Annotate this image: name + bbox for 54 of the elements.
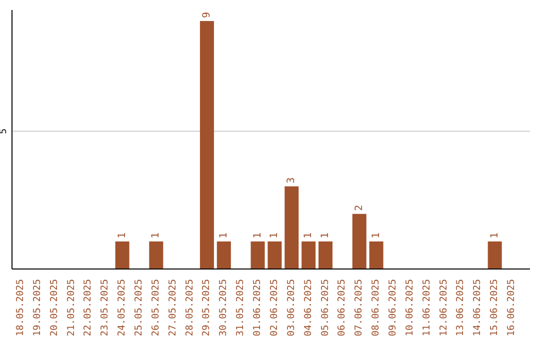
- x-tick-label: 15.06.2025: [489, 279, 500, 336]
- data-label: 1: [252, 232, 264, 238]
- bar: [369, 241, 384, 269]
- data-label: 1: [269, 232, 280, 238]
- x-tick-label: 29.05.2025: [201, 279, 212, 336]
- bar: [268, 241, 282, 269]
- x-tick-label: 20.05.2025: [48, 279, 60, 336]
- x-tick-label: 09.06.2025: [388, 279, 398, 336]
- data-label: 1: [320, 232, 331, 238]
- bar: [302, 241, 316, 269]
- x-tick-label: 14.06.2025: [472, 279, 484, 336]
- data-label: 1: [116, 232, 128, 238]
- data-label: 1: [370, 232, 382, 238]
- x-tick-label: 01.06.2025: [252, 279, 264, 336]
- x-tick-label: 05.06.2025: [320, 279, 331, 336]
- x-tick-label: 28.05.2025: [184, 279, 196, 336]
- bar: [149, 241, 164, 269]
- x-tick-label: 13.06.2025: [455, 279, 466, 336]
- bar: [250, 241, 265, 269]
- x-tick-label: 18.05.2025: [14, 279, 26, 336]
- x-tick-label: 25.05.2025: [134, 279, 144, 336]
- x-tick-label: 10.06.2025: [404, 279, 416, 336]
- x-tick-label: 16.06.2025: [506, 279, 518, 336]
- x-tick-label: 22.05.2025: [82, 279, 94, 336]
- data-label: 9: [201, 12, 212, 18]
- x-tick-label: 07.06.2025: [354, 279, 365, 336]
- bar: [216, 241, 231, 269]
- bar: [352, 214, 366, 269]
- bar: [284, 186, 299, 269]
- x-tick-label: 08.06.2025: [370, 279, 382, 336]
- x-tick-label: 06.06.2025: [336, 279, 348, 336]
- x-tick-label: 19.05.2025: [32, 279, 43, 336]
- bar: [115, 241, 130, 269]
- x-tick-label: 11.06.2025: [421, 279, 432, 336]
- x-tick-label: 02.06.2025: [268, 279, 280, 336]
- x-tick-label: 04.06.2025: [302, 279, 314, 336]
- bar: [318, 241, 332, 269]
- x-tick-label: 03.06.2025: [286, 279, 297, 336]
- data-label: 1: [150, 232, 162, 238]
- data-label: 3: [286, 177, 298, 184]
- x-tick-label: 23.05.2025: [100, 279, 111, 336]
- data-label: 1: [218, 232, 230, 238]
- x-tick-label: 24.05.2025: [116, 279, 128, 336]
- data-label: 2: [354, 204, 365, 211]
- x-tick-label: 21.05.2025: [66, 279, 77, 336]
- data-label: 1: [489, 232, 500, 238]
- x-tick-label: 12.06.2025: [438, 279, 450, 336]
- x-tick-label: 30.05.2025: [218, 279, 230, 336]
- bar: [200, 21, 214, 269]
- data-label: 1: [303, 232, 314, 238]
- x-tick-label: 27.05.2025: [167, 279, 178, 336]
- bar: [488, 241, 502, 269]
- x-tick-label: 31.05.2025: [235, 279, 246, 336]
- x-tick-label: 26.05.2025: [150, 279, 162, 336]
